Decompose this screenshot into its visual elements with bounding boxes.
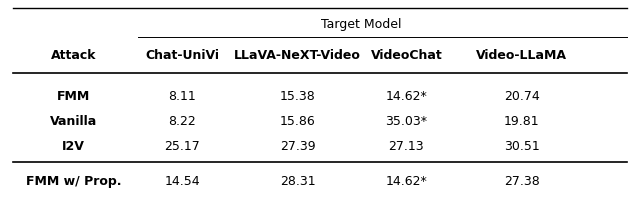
Text: 8.22: 8.22 [168, 115, 196, 128]
Text: 14.54: 14.54 [164, 175, 200, 188]
Text: Vanilla: Vanilla [50, 115, 97, 128]
Text: 15.38: 15.38 [280, 90, 316, 103]
Text: 15.86: 15.86 [280, 115, 316, 128]
Text: 8.11: 8.11 [168, 90, 196, 103]
Text: Chat-UniVi: Chat-UniVi [145, 49, 220, 62]
Text: I2V: I2V [62, 140, 85, 153]
Text: VideoChat: VideoChat [371, 49, 442, 62]
Text: 28.31: 28.31 [280, 175, 316, 188]
Text: Video-LLaMA: Video-LLaMA [476, 49, 567, 62]
Text: Attack: Attack [51, 49, 97, 62]
Text: 14.62*: 14.62* [385, 175, 428, 188]
Text: 27.39: 27.39 [280, 140, 316, 153]
Text: 14.62*: 14.62* [385, 90, 428, 103]
Text: 27.13: 27.13 [388, 140, 424, 153]
Text: 35.03*: 35.03* [385, 115, 428, 128]
Text: LLaVA-NeXT-Video: LLaVA-NeXT-Video [234, 49, 361, 62]
Text: 30.51: 30.51 [504, 140, 540, 153]
Text: 25.17: 25.17 [164, 140, 200, 153]
Text: FMM w/ Prop.: FMM w/ Prop. [26, 175, 122, 188]
Text: 19.81: 19.81 [504, 115, 540, 128]
Text: 27.38: 27.38 [504, 175, 540, 188]
Text: 20.74: 20.74 [504, 90, 540, 103]
Text: Target Model: Target Model [321, 18, 402, 31]
Text: FMM: FMM [57, 90, 90, 103]
